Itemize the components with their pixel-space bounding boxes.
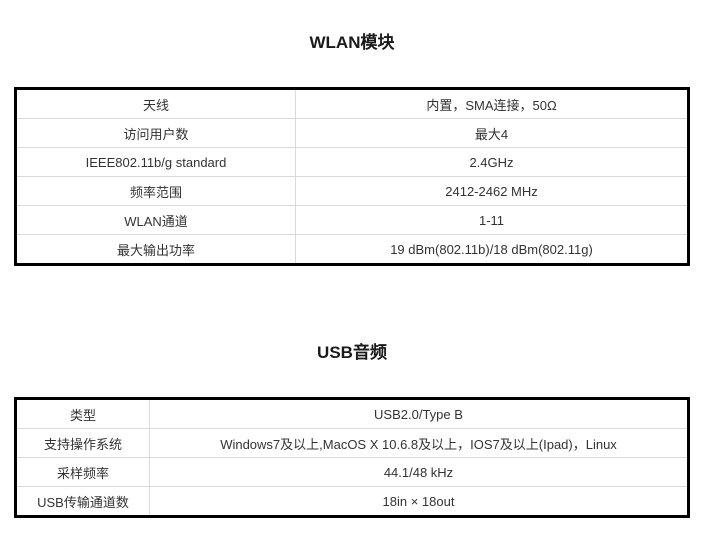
table-row: 最大输出功率 19 dBm(802.11b)/18 dBm(802.11g) bbox=[15, 234, 689, 265]
spec-label: 最大输出功率 bbox=[15, 234, 296, 265]
spec-value: 18in × 18out bbox=[149, 486, 689, 517]
table-row: IEEE802.11b/g standard 2.4GHz bbox=[15, 147, 689, 177]
table-row: WLAN通道 1-11 bbox=[15, 205, 689, 235]
table-row: 天线 内置，SMA连接，50Ω bbox=[15, 88, 689, 119]
spec-label: 访问用户数 bbox=[15, 118, 296, 148]
wlan-spec-table: 天线 内置，SMA连接，50Ω 访问用户数 最大4 IEEE802.11b/g stan… bbox=[14, 87, 690, 266]
spec-value: 最大4 bbox=[295, 118, 689, 148]
spec-value: 1-11 bbox=[295, 205, 689, 235]
spec-value: 内置，SMA连接，50Ω bbox=[295, 88, 689, 119]
table-row: USB传输通道数 18in × 18out bbox=[15, 486, 689, 517]
table-row: 访问用户数 最大4 bbox=[15, 118, 689, 148]
table-row: 类型 USB2.0/Type B bbox=[15, 398, 689, 429]
spec-value: USB2.0/Type B bbox=[149, 398, 689, 429]
spec-label: 支持操作系统 bbox=[15, 428, 150, 458]
spec-label: USB传输通道数 bbox=[15, 486, 150, 517]
section-title-wlan-module: WLAN模块 bbox=[309, 33, 395, 52]
spec-label: IEEE802.11b/g standard bbox=[15, 147, 296, 177]
spec-label: 采样频率 bbox=[15, 457, 150, 487]
spec-label: 天线 bbox=[15, 88, 296, 119]
table-row: 采样频率 44.1/48 kHz bbox=[15, 457, 689, 487]
spec-value: 2412-2462 MHz bbox=[295, 176, 689, 206]
table-row: 频率范围 2412-2462 MHz bbox=[15, 176, 689, 206]
table-row: 支持操作系统 Windows7及以上,MacOS X 10.6.8及以上，IOS7… bbox=[15, 428, 689, 458]
section-title-usb-audio: USB音频 bbox=[317, 343, 387, 362]
spec-value: 19 dBm(802.11b)/18 dBm(802.11g) bbox=[295, 234, 689, 265]
spec-label: 类型 bbox=[15, 398, 150, 429]
spec-value: 2.4GHz bbox=[295, 147, 689, 177]
spec-value: 44.1/48 kHz bbox=[149, 457, 689, 487]
spec-label: 频率范围 bbox=[15, 176, 296, 206]
spec-value: Windows7及以上,MacOS X 10.6.8及以上，IOS7及以上(Ip… bbox=[149, 428, 689, 458]
usb-audio-spec-table: 类型 USB2.0/Type B 支持操作系统 Windows7及以上,MacOS X… bbox=[14, 397, 690, 518]
spec-label: WLAN通道 bbox=[15, 205, 296, 235]
